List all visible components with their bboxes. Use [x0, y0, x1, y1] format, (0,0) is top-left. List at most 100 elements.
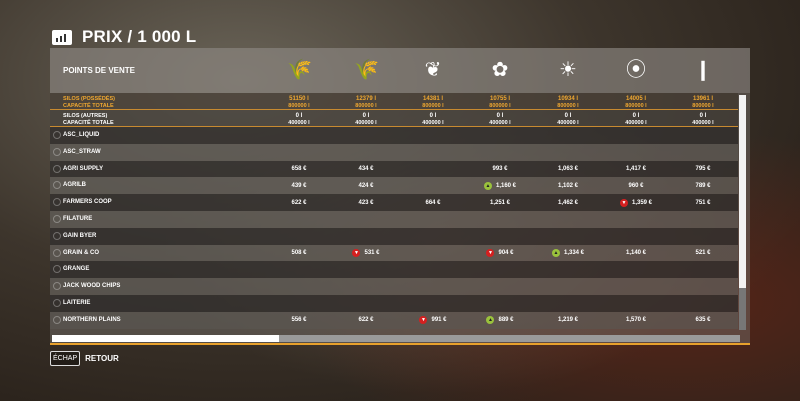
silo-cell: 0 l 400000 l: [336, 113, 396, 127]
trend-down-icon: ▼: [419, 316, 428, 325]
selling-point-name: AGRI SUPPLY: [63, 165, 104, 172]
silo-cell: 0 l 400000 l: [606, 113, 666, 127]
horizontal-scrollbar[interactable]: [52, 335, 740, 342]
silos-owned-label: SILOS (POSSÉDÉS): [63, 96, 115, 102]
price-cell: 789 €: [670, 181, 736, 190]
price-value: 1,462 €: [557, 199, 579, 206]
favorite-toggle-icon[interactable]: [53, 282, 61, 291]
silo-amount: 0 l: [362, 113, 370, 119]
price-cell: 960 €: [603, 181, 669, 190]
silo-cell: 0 l 400000 l: [673, 113, 733, 127]
price-value: 751 €: [695, 199, 711, 206]
silo-capacity: 400000 l: [557, 120, 579, 126]
favorite-toggle-icon[interactable]: [53, 231, 61, 240]
price-value: 424 €: [358, 182, 374, 189]
price-value: 434 €: [358, 166, 374, 173]
price-value: 622 €: [358, 317, 374, 324]
price-value: 423 €: [358, 199, 374, 206]
price-cell: 434 €: [333, 165, 399, 174]
table-row[interactable]: JACK WOOD CHIPS: [50, 278, 738, 295]
price-value: 889 €: [498, 317, 514, 324]
sunflower-icon: ☀: [559, 59, 577, 81]
table-row[interactable]: GAIN BYER: [50, 227, 738, 245]
silo-amount: 0 l: [699, 113, 707, 119]
trend-down-icon: ▼: [486, 249, 495, 258]
silo-cell: 0 l 400000 l: [538, 113, 598, 127]
price-value: 658 €: [291, 166, 307, 173]
trend-up-icon: ▲: [486, 316, 495, 325]
price-value: 1,063 €: [557, 166, 579, 173]
favorite-toggle-icon[interactable]: [53, 181, 61, 190]
silos-other-row: SILOS (AUTRES) CAPACITÉ TOTALE 0 l 400000 …: [50, 110, 738, 127]
table-row[interactable]: FARMERS COOP 622 € 423 € 664 € 1,251 € 1,462 …: [50, 194, 738, 211]
silo-cell: 14005 l 800000 l: [606, 96, 666, 110]
silo-cell: 0 l 400000 l: [269, 113, 329, 127]
favorite-toggle-icon[interactable]: [53, 131, 61, 139]
table-row[interactable]: FILATURE: [50, 211, 738, 228]
price-cell: 1,063 €: [535, 165, 601, 174]
silo-amount: 0 l: [429, 113, 437, 119]
table-row[interactable]: AGRI SUPPLY 658 € 434 € 993 € 1,063 € 1,417 €…: [50, 160, 738, 178]
soybean-icon: ⦿: [626, 59, 646, 81]
silo-amount: 0 l: [295, 113, 303, 119]
price-value: 904 €: [498, 250, 514, 257]
price-cell: ▼ 1,359 €: [603, 198, 669, 207]
silo-capacity: 400000 l: [625, 120, 647, 126]
silo-cell: 12379 l 800000 l: [336, 96, 396, 110]
selling-point-name: FILATURE: [63, 216, 93, 222]
corn-icon: ❙: [694, 59, 712, 81]
favorite-toggle-icon[interactable]: [53, 215, 61, 223]
page-header: PRIX / 1 000 L: [52, 27, 196, 47]
price-value: 1,334 €: [563, 250, 585, 257]
silo-amount: 10755 l: [489, 96, 511, 102]
silo-capacity: 400000 l: [422, 120, 444, 126]
table-row[interactable]: GRAIN & CO 508 € ▼ 531 € ▼ 904 € ▲ 1,334 €1,140…: [50, 244, 738, 262]
table-row[interactable]: GRANGE: [50, 261, 738, 279]
canola-icon: ✿: [491, 59, 509, 81]
table-row[interactable]: LAITERIE: [50, 295, 738, 312]
selling-point-name: FARMERS COOP: [63, 199, 112, 206]
silo-cell: 14381 l 800000 l: [403, 96, 463, 110]
table-row[interactable]: NORTHERN PLAINS 556 €622 € ▼ 991 € ▲ 889 €1,2…: [50, 311, 738, 329]
price-value: 991 €: [431, 317, 447, 324]
table-row[interactable]: ASC_LIQUID: [50, 127, 738, 144]
favorite-toggle-icon[interactable]: [53, 315, 61, 324]
favorite-toggle-icon[interactable]: [53, 164, 61, 173]
capacity-label: CAPACITÉ TOTALE: [63, 103, 114, 109]
silo-capacity: 400000 l: [355, 120, 377, 126]
vertical-scrollbar[interactable]: [739, 95, 746, 330]
price-cell: 423 €: [333, 198, 399, 207]
selling-point-name: AGRILB: [63, 182, 86, 189]
favorite-toggle-icon[interactable]: [53, 265, 61, 274]
price-value: 508 €: [291, 250, 307, 257]
silo-capacity: 800000 l: [557, 103, 579, 109]
trend-down-icon: ▼: [619, 198, 628, 207]
price-cell: 622 €: [266, 198, 332, 207]
silo-amount: 14005 l: [625, 96, 647, 102]
back-button[interactable]: ÉCHAP RETOUR: [50, 351, 119, 366]
price-cell: 556 €: [266, 316, 332, 325]
price-cell: 795 €: [670, 165, 736, 174]
price-value: 1,417 €: [625, 166, 647, 173]
table-row[interactable]: ASC_STRAW: [50, 143, 738, 161]
favorite-toggle-icon[interactable]: [53, 198, 61, 207]
silo-amount: 12379 l: [355, 96, 377, 102]
price-value: 1,570 €: [625, 317, 647, 324]
wheat-icon: 🌾: [287, 59, 312, 81]
selling-point-name: LAITERIE: [63, 300, 91, 306]
silo-capacity: 400000 l: [692, 120, 714, 126]
scrollbar-thumb[interactable]: [739, 95, 746, 288]
price-value: 1,140 €: [625, 250, 647, 257]
price-cell: 751 €: [670, 198, 736, 207]
favorite-toggle-icon[interactable]: [53, 248, 61, 257]
price-cell: 1,462 €: [535, 198, 601, 207]
price-cell: 1,102 €: [535, 181, 601, 190]
selling-point-name: NORTHERN PLAINS: [63, 316, 121, 323]
scrollbar-thumb[interactable]: [52, 335, 280, 342]
page-title: PRIX / 1 000 L: [82, 27, 197, 46]
table-row[interactable]: AGRILB 439 € 424 € ▲ 1,160 € 1,102 € 960 € 789 …: [50, 177, 738, 195]
favorite-toggle-icon[interactable]: [53, 147, 61, 156]
favorite-toggle-icon[interactable]: [53, 299, 61, 307]
silo-cell: 51150 l 800000 l: [269, 96, 329, 110]
